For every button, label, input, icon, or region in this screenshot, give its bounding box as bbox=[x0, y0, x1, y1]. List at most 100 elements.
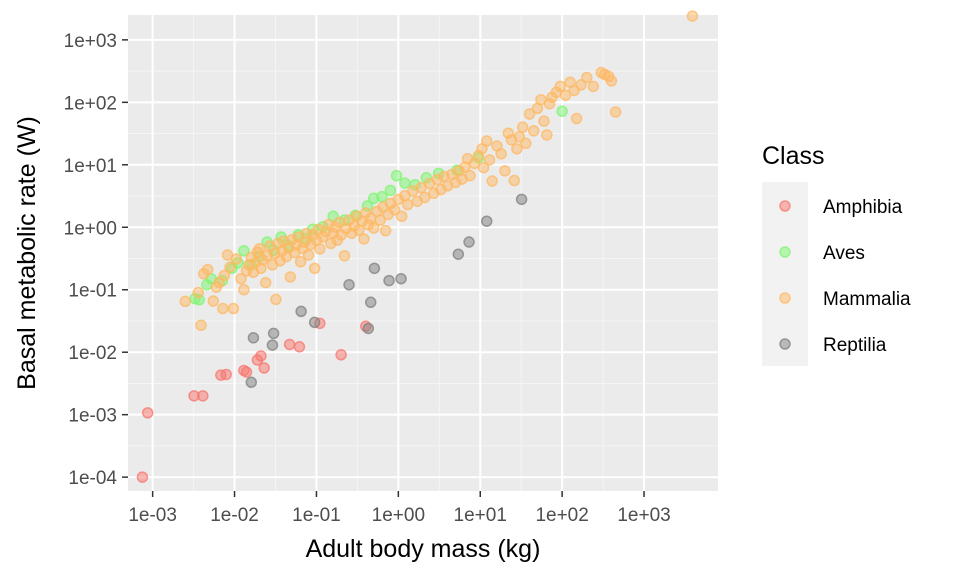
legend: Class Amphibia Aves Mammalia Reptilia bbox=[762, 142, 911, 366]
data-point bbox=[686, 10, 699, 22]
data-point bbox=[362, 322, 375, 335]
legend-key-mammalia bbox=[779, 292, 791, 304]
data-point bbox=[308, 262, 321, 275]
x-tick-label: 1e-03 bbox=[128, 505, 177, 526]
data-point bbox=[477, 161, 490, 174]
data-point bbox=[338, 249, 351, 262]
data-point bbox=[570, 112, 583, 125]
y-axis-title: Basal metabolic rate (W) bbox=[13, 116, 41, 390]
data-point bbox=[224, 261, 236, 273]
data-point bbox=[480, 215, 493, 227]
data-point bbox=[395, 272, 407, 285]
data-point bbox=[343, 279, 355, 291]
data-point bbox=[581, 71, 593, 84]
data-point bbox=[136, 471, 149, 483]
legend-title: Class bbox=[762, 142, 825, 170]
data-point bbox=[141, 407, 154, 419]
data-point bbox=[388, 204, 401, 216]
data-point bbox=[559, 89, 572, 101]
data-point bbox=[314, 243, 326, 255]
data-point bbox=[179, 295, 191, 308]
data-point bbox=[495, 148, 507, 160]
data-point bbox=[293, 341, 306, 353]
x-tick-label: 1e+03 bbox=[617, 505, 670, 526]
legend-label-amphibia: Amphibia bbox=[823, 197, 903, 218]
data-point bbox=[294, 256, 307, 268]
data-point bbox=[384, 184, 397, 197]
data-point bbox=[520, 137, 532, 150]
data-point bbox=[308, 316, 321, 329]
data-point bbox=[367, 222, 380, 234]
y-tick-label: 1e-04 bbox=[68, 468, 117, 489]
y-tick-label: 1e-01 bbox=[68, 281, 117, 302]
data-point bbox=[538, 115, 550, 127]
legend-label-mammalia: Mammalia bbox=[823, 289, 911, 310]
data-point bbox=[511, 143, 523, 155]
data-point bbox=[383, 274, 395, 287]
data-point bbox=[284, 271, 297, 283]
data-point bbox=[587, 80, 600, 93]
series-reptilia bbox=[245, 193, 528, 389]
data-point bbox=[335, 349, 347, 361]
data-point bbox=[192, 286, 204, 299]
data-point bbox=[258, 362, 270, 374]
x-tick-label: 1e+01 bbox=[454, 505, 507, 526]
data-point bbox=[483, 154, 496, 166]
data-points bbox=[136, 10, 699, 483]
data-point bbox=[480, 135, 493, 147]
data-point bbox=[523, 108, 536, 120]
data-point bbox=[240, 366, 253, 378]
y-tick-label: 1e+03 bbox=[64, 31, 117, 52]
y-tick-label: 1e+02 bbox=[64, 93, 117, 114]
y-tick-label: 1e-02 bbox=[68, 343, 117, 364]
data-point bbox=[556, 105, 568, 117]
data-point bbox=[238, 283, 250, 296]
data-point bbox=[395, 210, 408, 223]
data-point bbox=[358, 233, 370, 245]
data-point bbox=[247, 332, 260, 344]
data-point bbox=[401, 198, 414, 211]
x-tick-label: 1e+02 bbox=[535, 505, 588, 526]
minor-gridlines bbox=[128, 15, 718, 491]
plot-panel bbox=[128, 15, 718, 491]
legend-key-background bbox=[762, 182, 808, 366]
data-point bbox=[605, 75, 618, 87]
data-point bbox=[499, 165, 511, 177]
data-point bbox=[197, 390, 209, 402]
data-point bbox=[368, 262, 381, 275]
x-tick-label: 1e-02 bbox=[210, 505, 259, 526]
data-point bbox=[464, 169, 476, 182]
data-point bbox=[235, 272, 247, 285]
x-axis-title: Adult body mass (kg) bbox=[306, 535, 541, 563]
legend-label-reptilia: Reptilia bbox=[823, 335, 887, 356]
y-tick-label: 1e+00 bbox=[64, 218, 117, 239]
data-point bbox=[527, 125, 540, 137]
data-point bbox=[508, 174, 520, 187]
data-point bbox=[399, 177, 411, 189]
data-point bbox=[486, 175, 498, 187]
data-point bbox=[245, 376, 258, 389]
data-point bbox=[253, 243, 265, 255]
data-point bbox=[295, 305, 307, 318]
series-mammalia bbox=[179, 10, 699, 332]
y-axis-ticks: 1e-04 1e-03 1e-02 1e-01 1e+00 1e+01 1e+02 1e+03 bbox=[64, 31, 128, 489]
x-tick-label: 1e-01 bbox=[292, 505, 341, 526]
legend-key-reptilia bbox=[779, 338, 791, 350]
legend-label-aves: Aves bbox=[823, 243, 865, 264]
data-point bbox=[302, 249, 315, 261]
data-point bbox=[218, 269, 231, 282]
data-point bbox=[452, 248, 465, 260]
legend-key-aves bbox=[779, 246, 791, 258]
data-point bbox=[207, 295, 220, 307]
data-point bbox=[516, 121, 529, 133]
data-point bbox=[238, 245, 250, 257]
data-point bbox=[255, 350, 267, 362]
data-point bbox=[266, 339, 279, 351]
data-point bbox=[554, 80, 567, 93]
data-point bbox=[195, 319, 207, 332]
data-point bbox=[217, 302, 229, 315]
y-tick-label: 1e+01 bbox=[64, 156, 117, 177]
data-point bbox=[374, 214, 386, 226]
legend-key-amphibia bbox=[779, 200, 791, 212]
